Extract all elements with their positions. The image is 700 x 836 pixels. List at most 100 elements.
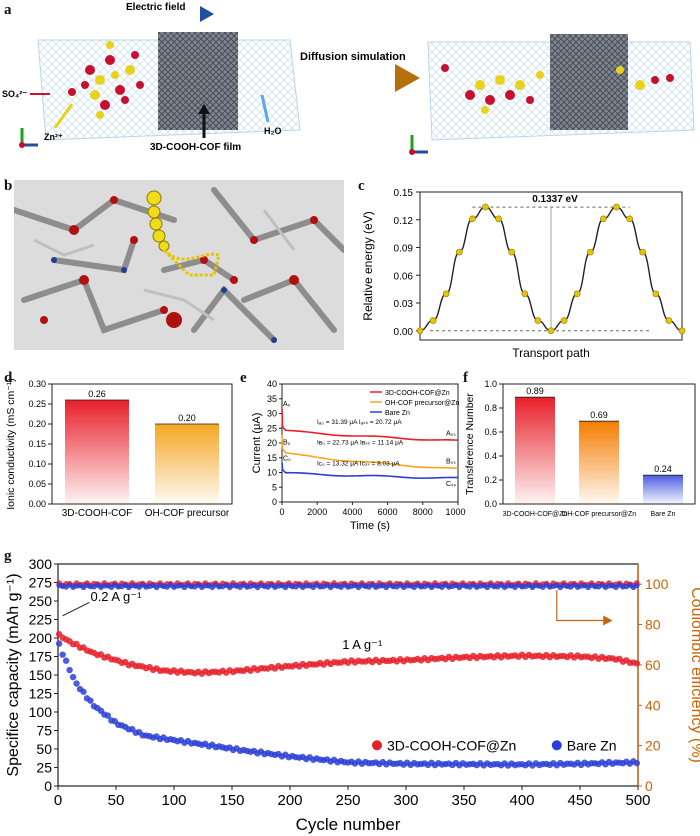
energy-point: [560, 317, 568, 324]
y-axis-label: Transference Number: [464, 393, 476, 495]
ce-arrow-icon: [603, 615, 613, 626]
y-left-tick-label: 175: [29, 649, 53, 665]
energy-point: [639, 248, 647, 256]
chart-f-transference-number: 0.0 0.2 0.4 0.6 0.8 1.0 Transference Number 0.8…: [464, 379, 696, 518]
energy-point: [665, 317, 673, 324]
x-tick-label: 8000: [413, 507, 433, 517]
axis-gizmo-left: [19, 128, 38, 148]
current-series-line: [281, 434, 459, 470]
annotation-a: Iₐ₀ = 31.39 μA Iₐₛₛ = 20.72 μA: [317, 419, 402, 426]
capacity-point: [80, 688, 87, 695]
zn-label: Zn²⁺: [44, 132, 63, 142]
y-tick-label: 20: [267, 438, 277, 448]
legend-marker: [551, 740, 562, 751]
point-label-ass: Aₛₛ: [446, 431, 456, 438]
energy-point: [495, 215, 502, 223]
x-tick-label: 6000: [378, 507, 398, 517]
plot-frame: [57, 563, 639, 787]
zn-transport-path: [146, 190, 221, 277]
capacity-point: [73, 680, 80, 687]
x-category-label: OH-COF precursor@Zn: [562, 511, 636, 518]
x-tick-label: 350: [451, 792, 476, 809]
y-left-axis-label: Specifice capacity (mAh g⁻¹): [5, 573, 22, 776]
capacity-point: [55, 640, 63, 647]
x-tick-label: 450: [567, 792, 592, 809]
point-label-b0: B₀: [283, 439, 291, 446]
legend-label: Bare Zn: [385, 410, 410, 417]
rate-annotation-high: 1 A g⁻¹: [342, 637, 383, 652]
x-tick-label: 300: [393, 792, 418, 809]
point-label-c0: C₀: [283, 456, 291, 463]
h2o-label: H₂O: [264, 126, 282, 136]
y-left-tick-label: 200: [29, 630, 53, 646]
chart-c-energy-profile: 0.00 0.03 0.06 0.09 0.12 0.15 Relative energy …: [361, 188, 686, 360]
y-tick-label: 35: [267, 394, 277, 404]
bar: [579, 421, 619, 504]
panel-label-c: c: [358, 178, 365, 194]
y-tick-label: 0.4: [484, 451, 497, 461]
energy-point: [613, 203, 620, 211]
so4-label: SO₄²⁻: [2, 89, 27, 99]
x-category-label: OH-COF precursor: [145, 508, 230, 519]
x-tick-label: 50: [108, 792, 125, 809]
energy-point: [534, 317, 542, 324]
y-tick-label: 0.0: [484, 499, 497, 509]
y-tick-label: 25: [267, 423, 277, 433]
y-left-tick-label: 125: [29, 686, 53, 702]
bar-value-label: 0.89: [526, 386, 544, 396]
energy-point: [547, 327, 555, 335]
point-label-a0: A₀: [283, 401, 291, 408]
bar-value-label: 0.20: [178, 413, 196, 423]
y-right-tick-label: 80: [645, 617, 661, 633]
energy-point: [442, 290, 450, 298]
y-left-tick-label: 100: [29, 704, 53, 720]
x-category-label: 3D-COOH-COF: [62, 508, 133, 519]
bar-value-label: 0.69: [590, 410, 608, 420]
y-tick-label: 0.00: [28, 499, 46, 509]
panel-label-b: b: [4, 178, 13, 194]
legend-marker: [372, 740, 382, 751]
rate-annotation-pointer: [62, 602, 90, 617]
y-left-tick-label: 25: [36, 760, 52, 776]
y-left-tick-label: 0: [44, 778, 52, 794]
plot-frame: [419, 191, 683, 341]
panel-label-e: e: [240, 370, 247, 386]
y-tick-label: 0.10: [28, 459, 46, 469]
diffusion-arrow-icon: [395, 64, 420, 92]
x-tick-label: 2000: [307, 507, 327, 517]
current-series-line: [281, 462, 459, 479]
y-tick-label: 0.30: [28, 379, 46, 389]
y-right-axis-label: Coulombic efficiency (%): [688, 587, 700, 763]
y-tick-label: 0.20: [28, 419, 46, 429]
y-tick-label: 0.06: [394, 271, 414, 282]
energy-point: [429, 317, 437, 324]
energy-point: [678, 327, 686, 335]
x-tick-label: 100: [161, 792, 186, 809]
x-category-label: 3D-COOH-COF@Zn: [503, 511, 568, 518]
capacity-point: [633, 660, 641, 667]
legend-label: Bare Zn: [567, 737, 617, 753]
ce-point: [634, 582, 640, 589]
point-label-css: Cₛₛ: [446, 481, 457, 488]
cof-film-label: 3D-COOH-COF film: [150, 142, 241, 153]
y-tick-label: 5: [272, 482, 277, 492]
bar-value-label: 0.26: [88, 389, 106, 399]
x-tick-label: 0: [279, 507, 284, 517]
y-axis-label: Ionic conductivity (mS cm⁻¹): [5, 378, 17, 510]
x-axis-label: Time (s): [350, 520, 390, 532]
y-left-tick-label: 150: [29, 667, 53, 683]
y-right-tick-label: 0: [645, 778, 653, 794]
legend-label: 3D-COOH-COF@Zn: [385, 390, 450, 397]
y-tick-label: 0.12: [394, 216, 414, 227]
capacity-point: [66, 666, 73, 674]
y-axis-label: Relative energy (eV): [361, 211, 375, 320]
ce-axis-pointer: [556, 590, 604, 622]
legend-label: 3D-COOH-COF@Zn: [387, 737, 516, 753]
bar: [515, 397, 555, 504]
y-tick-label: 0.15: [28, 439, 46, 449]
legend-label: OH-COF precursor@Zn: [385, 400, 459, 407]
panel-a-illustration: Electric field SO₄²⁻ Zn²⁺ 3D-COOH-COF fi…: [2, 2, 695, 155]
chart-e-current-time: 0 5 10 15 20 25 30 35 40 0 2000 4000 6000 8000 10000 Ti…: [251, 379, 466, 532]
y-tick-label: 0.09: [394, 244, 414, 255]
capacity-point: [633, 759, 641, 767]
